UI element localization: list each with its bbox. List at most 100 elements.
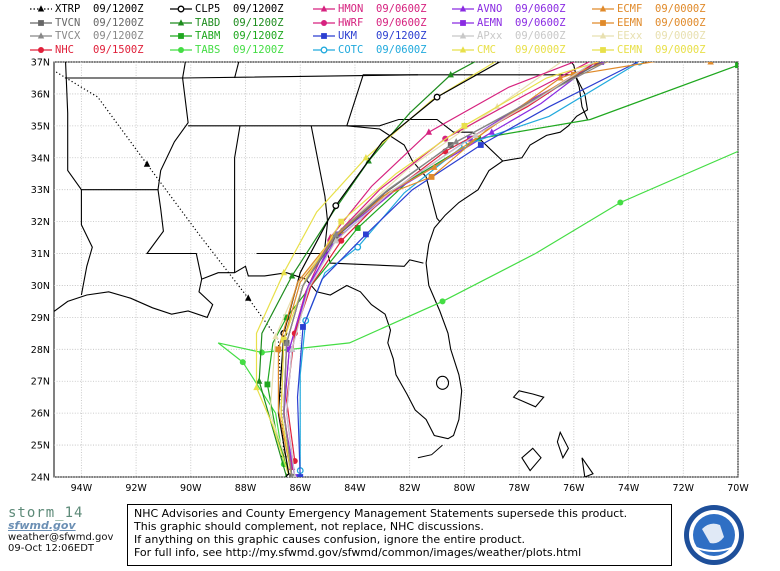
- lat-tick-label: 25N: [31, 441, 50, 452]
- legend-entry: NHC 09/1500Z: [30, 44, 144, 56]
- state-border: [81, 189, 203, 280]
- track-marker: [459, 32, 467, 39]
- track-map: 37N 36N 35N 34N 33N 32N 31N 30N 29N 28N 27N 26N 25N 2…: [31, 52, 750, 495]
- legend-swatch-icon: [452, 32, 474, 39]
- legend-swatch-icon: [452, 45, 474, 53]
- legend-model-name: APxx: [477, 30, 503, 42]
- track-marker: [286, 346, 293, 353]
- island: [556, 430, 570, 460]
- lon-tick-label: 84W: [344, 483, 366, 494]
- track-marker: [362, 153, 370, 161]
- legend-entry: EEMN 09/0000Z: [592, 17, 706, 29]
- state-border: [346, 74, 418, 126]
- state-border: [256, 252, 424, 267]
- track-marker: [239, 359, 246, 366]
- legend-entry: AEMN 09/0600Z: [452, 17, 566, 29]
- disclaimer-box: NHC Advisories and County Emergency Mana…: [127, 504, 672, 566]
- sfwmd-logo-text: sfwmd.gov: [8, 519, 76, 532]
- track-marker: [354, 243, 362, 251]
- track-marker: [292, 473, 297, 477]
- legend-swatch-icon: [592, 32, 614, 39]
- legend-entry: AVNO 09/0600Z: [452, 3, 566, 15]
- track-marker: [617, 199, 624, 206]
- track-marker: [600, 46, 606, 53]
- disclaimer-link[interactable]: For full info, see http://my.sfwmd.gov/s…: [134, 546, 582, 559]
- track-line: [277, 62, 501, 477]
- track-marker: [460, 19, 466, 26]
- track-marker: [354, 225, 361, 231]
- track-marker: [37, 5, 45, 12]
- legend-swatch-icon: [313, 33, 335, 39]
- lon-tick-label: 90W: [180, 483, 202, 494]
- legend-swatch-icon: [452, 5, 474, 12]
- legend-model-time: 09/0600Z: [376, 16, 427, 29]
- track-marker: [431, 163, 438, 170]
- legend-model-time: 09/0600Z: [376, 43, 427, 56]
- track-marker: [321, 33, 327, 39]
- track-marker: [595, 55, 601, 61]
- legend-model-time: 09/1200Z: [93, 16, 144, 29]
- track-marker: [648, 53, 654, 59]
- legend-entry: EExx 09/0000Z: [592, 30, 706, 42]
- legend-entry: CLP5 09/1200Z: [170, 3, 284, 15]
- track-marker: [425, 128, 433, 135]
- legend-swatch-icon: [30, 46, 52, 53]
- storm-id: storm_14: [8, 505, 84, 521]
- track-line: [258, 62, 476, 477]
- contact-email: weather@sfwmd.gov: [8, 532, 114, 543]
- branding: storm_14 sfwmd.gov weather@sfwmd.gov 09-…: [8, 505, 130, 554]
- legend-model-time: 09/0000Z: [655, 30, 706, 42]
- legend-model-name: CMC: [477, 43, 496, 56]
- legend-model-name: AVNO: [477, 3, 503, 15]
- track-tvcx: [283, 62, 608, 477]
- legend-model-time: 09/1200Z: [93, 3, 144, 15]
- lon-tick-label: 76W: [563, 483, 585, 494]
- legend-swatch-icon: [592, 5, 614, 12]
- legend-model-time: 09/0000Z: [515, 43, 566, 56]
- legend-entry: CMC 09/0000Z: [452, 44, 566, 56]
- legend-model-name: CEMN: [617, 43, 643, 56]
- track-marker: [600, 19, 606, 26]
- legend-model-name: HMON: [338, 3, 364, 15]
- legend-entry: APxx 09/0600Z: [452, 30, 566, 42]
- track-marker: [280, 268, 288, 276]
- legend-swatch-icon: [170, 46, 192, 53]
- legend-model-name: NHC: [55, 43, 74, 56]
- coastline: [54, 62, 589, 440]
- state-border: [234, 125, 241, 273]
- track-marker: [320, 5, 328, 12]
- track-marker: [475, 135, 481, 142]
- track-marker: [338, 218, 345, 225]
- legend-model-time: 09/1200Z: [376, 30, 427, 42]
- lon-tick-label: 78W: [508, 483, 530, 494]
- legend-swatch-icon: [170, 18, 192, 26]
- legend-model-name: EExx: [617, 30, 643, 42]
- lat-tick-label: 32N: [31, 217, 50, 228]
- legend-swatch-icon: [313, 19, 335, 26]
- legend-swatch-icon: [592, 46, 614, 53]
- legend-swatch-icon: [30, 32, 52, 39]
- legend-model-time: 09/1500Z: [93, 43, 144, 56]
- legend-model-name: XTRP: [55, 3, 81, 15]
- legend-entry: TVCX 09/1200Z: [30, 30, 144, 42]
- track-marker: [363, 231, 369, 238]
- track-marker: [177, 18, 185, 26]
- lat-tick-label: 30N: [31, 281, 50, 292]
- track-marker: [37, 32, 45, 39]
- track-marker: [332, 230, 340, 237]
- graticule: [54, 61, 739, 478]
- track-marker: [502, 52, 508, 58]
- track-marker: [477, 142, 484, 148]
- lat-tick-label: 24N: [31, 473, 50, 484]
- legend-swatch-icon: [452, 19, 474, 26]
- florida-keys: [417, 444, 443, 459]
- legend-model-name: ECMF: [617, 3, 643, 15]
- state-border: [64, 77, 189, 190]
- legend-entry: TABD 09/1200Z: [170, 17, 284, 29]
- track-marker: [275, 346, 282, 353]
- lat-tick-label: 37N: [31, 58, 50, 69]
- track-marker: [143, 160, 151, 167]
- state-border: [346, 125, 441, 222]
- model-tracks: [54, 52, 738, 477]
- legend-model-name: CLP5: [195, 3, 221, 15]
